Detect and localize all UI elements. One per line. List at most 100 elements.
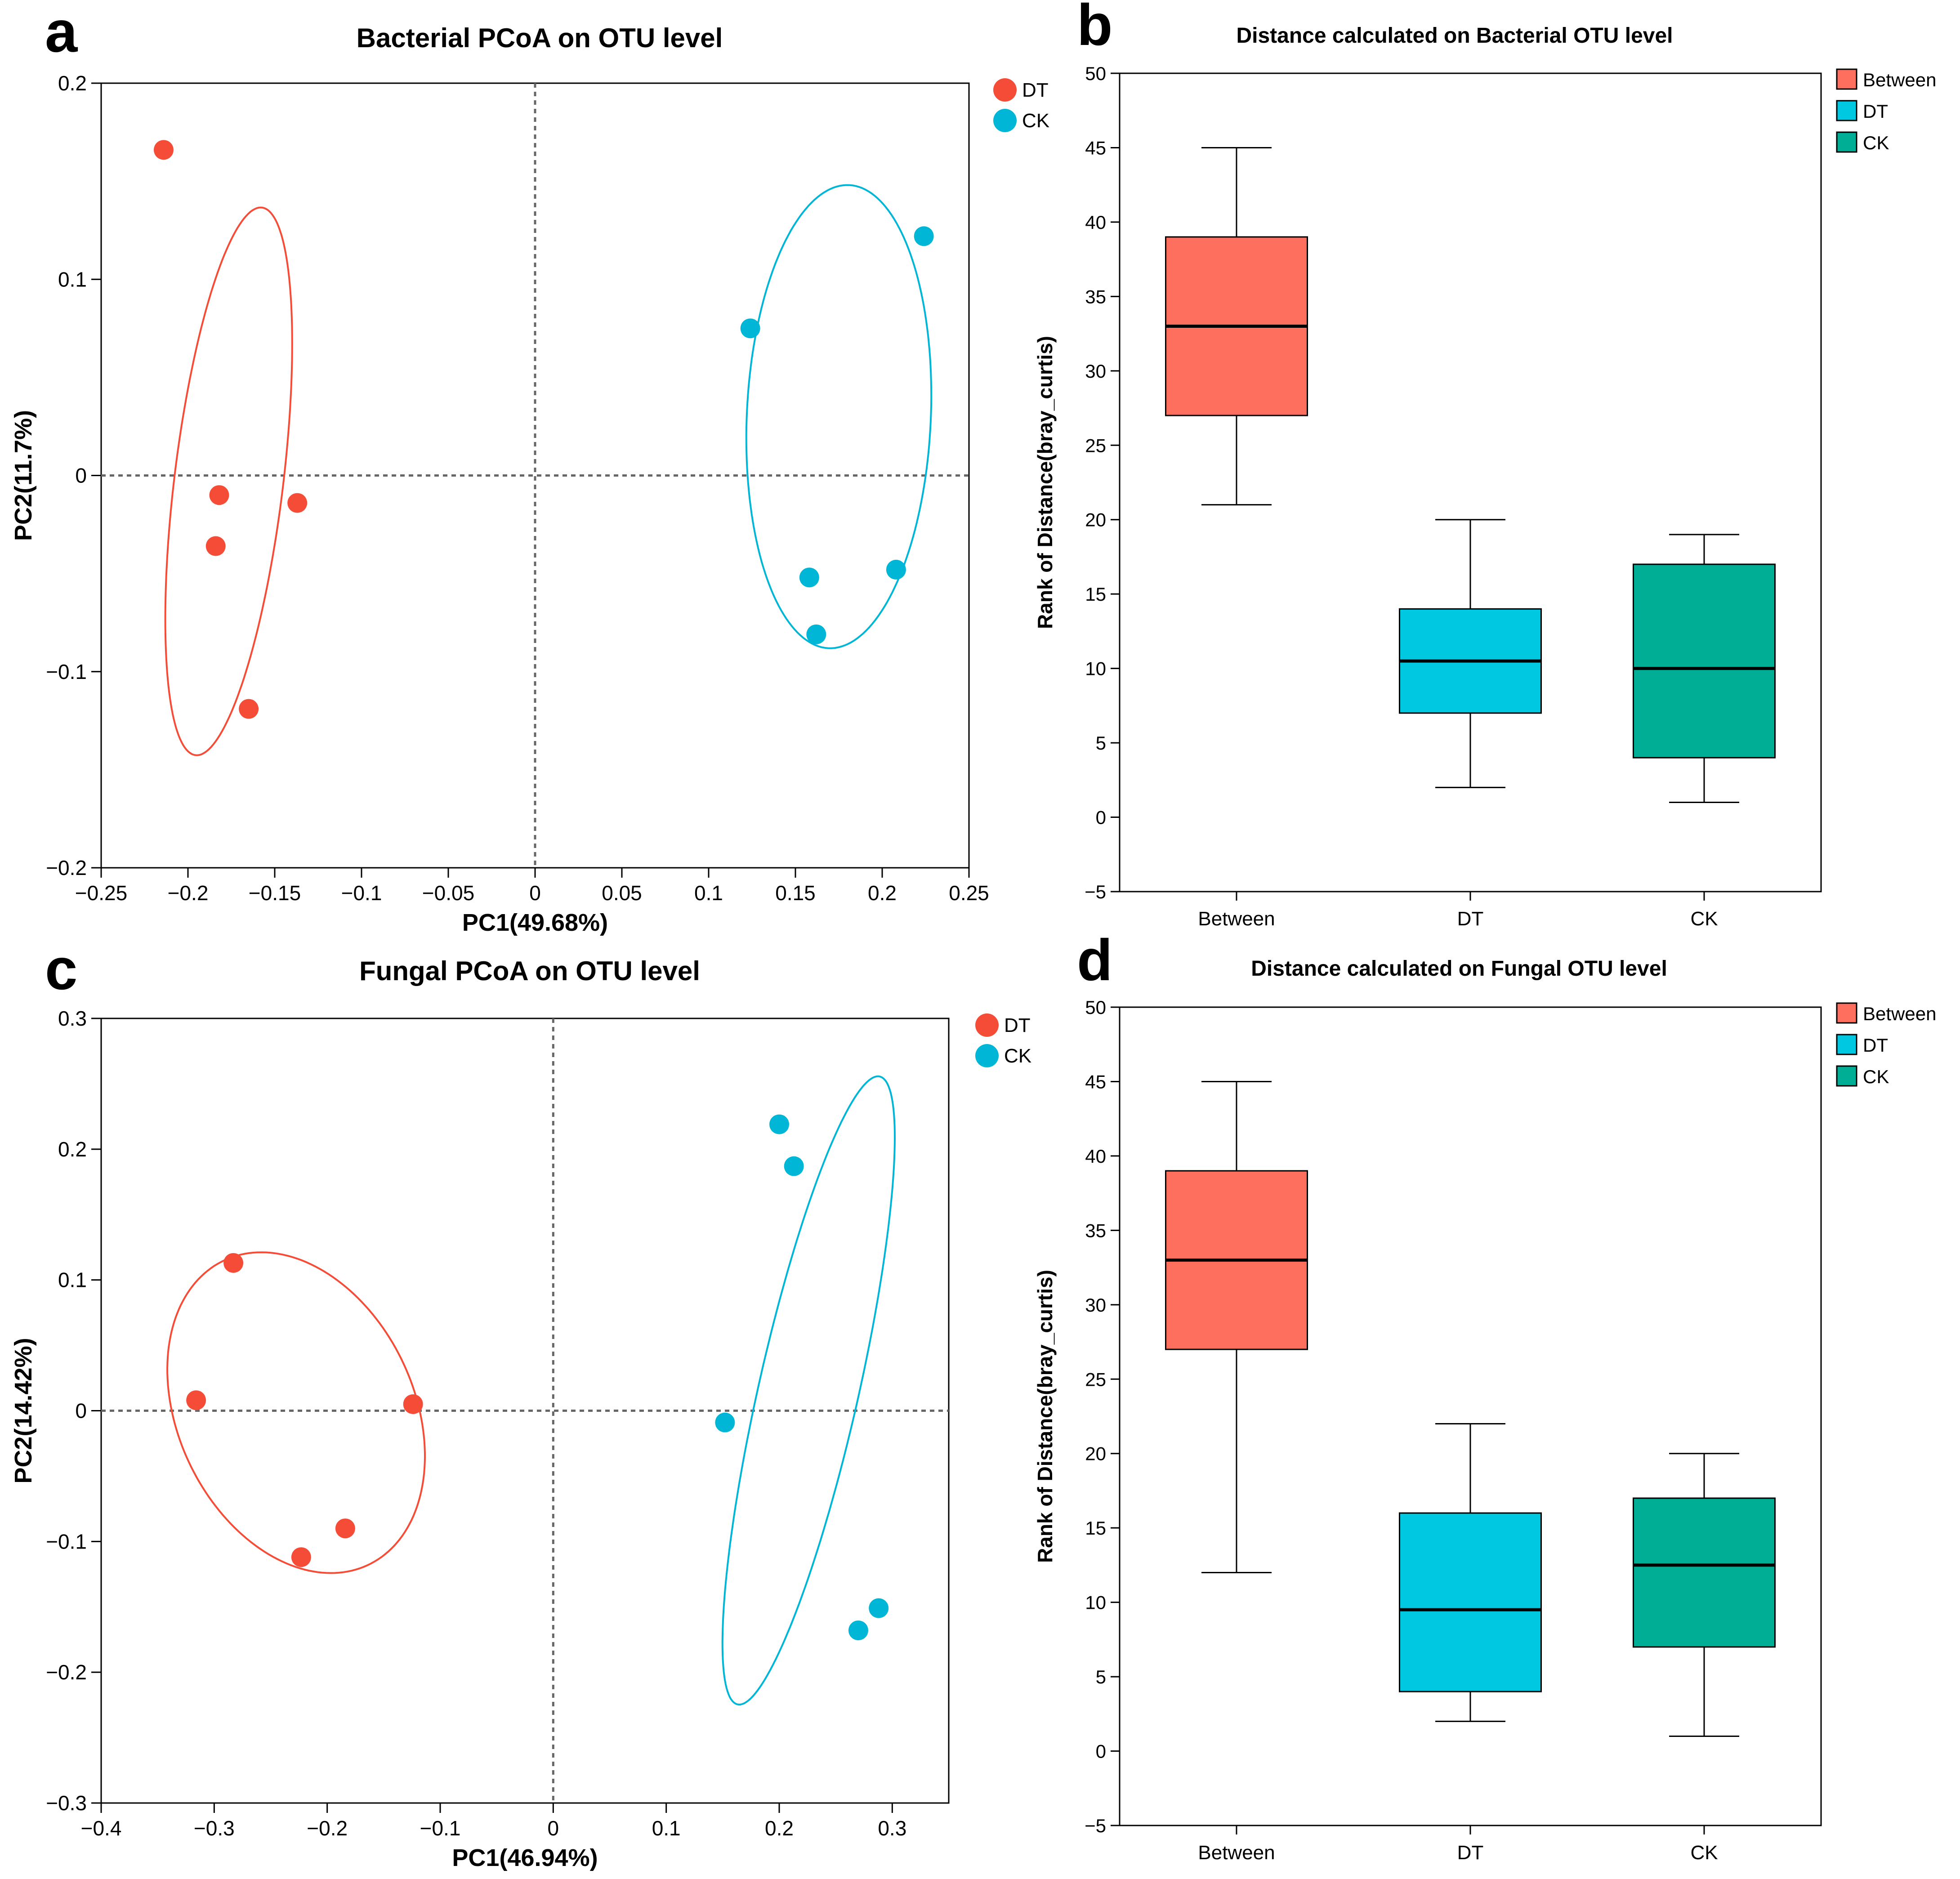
y-tick-label: 25 (1085, 435, 1106, 456)
legend-swatch-between (1836, 1002, 1857, 1024)
x-tick-label: 0.3 (878, 1817, 906, 1840)
y-tick-label: 0.1 (58, 268, 87, 291)
legend-swatch-ck (1836, 1065, 1857, 1087)
x-tick-label: −0.3 (194, 1817, 235, 1840)
y-tick-label: −0.2 (46, 1660, 87, 1684)
legend-label-dt: DT (1863, 1035, 1888, 1056)
legend-label-ck: CK (1004, 1045, 1031, 1067)
x-axis-label: PC1(46.94%) (452, 1844, 598, 1871)
panel-c-fungal-pcoa: −0.4 −0.3 −0.2 −0.1 0 0.1 0.2 0.3−0.3−0.2−0.100… (10, 936, 1031, 1871)
legend-label-dt: DT (1022, 79, 1049, 101)
x-tick-label: 0.2 (765, 1817, 794, 1840)
y-tick-label: −0.3 (46, 1791, 87, 1815)
data-point-dt (205, 536, 226, 556)
y-tick-label: −0.1 (46, 1530, 87, 1553)
data-point-dt (223, 1253, 244, 1273)
x-tick-label-ck: CK (1690, 908, 1718, 930)
y-tick-label: 15 (1085, 584, 1106, 605)
y-tick-label: 45 (1085, 1071, 1106, 1092)
data-point-dt (153, 140, 174, 160)
data-point-dt (287, 493, 308, 513)
legend-label-between: Between (1863, 69, 1936, 90)
box-ck (1633, 563, 1776, 759)
data-point-ck (740, 318, 760, 339)
data-point-ck (784, 1156, 804, 1176)
legend-label-ck: CK (1863, 132, 1889, 153)
x-tick-label: 0 (548, 1817, 559, 1840)
x-tick-label: 0.15 (775, 881, 816, 905)
y-tick-label: 20 (1085, 1443, 1106, 1464)
x-tick-label: 0.1 (652, 1817, 681, 1840)
data-point-dt (403, 1394, 423, 1414)
legend-label-ck: CK (1022, 110, 1049, 132)
legend-label-dt: DT (1863, 101, 1888, 122)
panel-letter: d (1077, 927, 1112, 993)
y-tick-label: 5 (1096, 1666, 1106, 1687)
chart-title: Bacterial PCoA on OTU level (357, 23, 723, 53)
legend-label-ck: CK (1863, 1066, 1889, 1087)
legend-label-between: Between (1863, 1003, 1936, 1024)
legend-label-dt: DT (1004, 1014, 1031, 1036)
y-tick-label: 25 (1085, 1369, 1106, 1390)
panel-b-bacterial-distance-boxplot: −5 0 5 10 15 20 25 30 35 40 45 50 Between DT CK Distanc… (1033, 0, 1936, 930)
x-tick-label: 0.25 (949, 881, 989, 905)
chart-title: Distance calculated on Fungal OTU level (1251, 957, 1667, 981)
panel-letter: c (45, 936, 77, 1002)
legend-swatch-between (1836, 68, 1857, 90)
panel-letter: a (45, 0, 78, 64)
panel-d-fungal-distance-boxplot: −5 0 5 10 15 20 25 30 35 40 45 50 Between DT CK Distanc… (1033, 927, 1936, 1864)
panel-letter: b (1077, 0, 1112, 58)
y-tick-label: 0.2 (58, 1138, 87, 1161)
data-point-dt (335, 1518, 355, 1539)
x-tick-label: 0.1 (694, 881, 723, 905)
confidence-ellipse-dt (166, 1251, 426, 1574)
x-tick-label: −0.2 (168, 881, 209, 905)
y-tick-label: 0 (75, 464, 87, 487)
data-point-ck (914, 226, 934, 246)
x-tick-label: −0.15 (249, 881, 301, 905)
y-axis-label: PC2(14.42%) (10, 1338, 37, 1483)
x-axis-label: PC1(49.68%) (462, 909, 608, 936)
y-axis-label: Rank of Distance(bray_curtis) (1033, 336, 1057, 629)
data-point-ck (715, 1412, 735, 1433)
y-tick-label: −0.2 (46, 856, 87, 879)
y-axis-label: PC2(11.7%) (10, 410, 37, 541)
x-tick-label: −0.2 (307, 1817, 348, 1840)
y-tick-label: −0.1 (46, 660, 87, 683)
x-tick-label-dt: DT (1457, 1842, 1484, 1864)
confidence-ellipse-ck (721, 1075, 896, 1706)
x-tick-label-between: Between (1198, 1842, 1275, 1864)
chart-title: Distance calculated on Bacterial OTU lev… (1236, 24, 1673, 48)
legend-swatch-ck (1836, 131, 1857, 153)
x-tick-label: −0.25 (75, 881, 127, 905)
x-tick-label-dt: DT (1457, 908, 1484, 930)
y-tick-label: 0.3 (58, 1007, 87, 1030)
y-tick-label: 0 (1096, 807, 1106, 828)
y-tick-label: 40 (1085, 1146, 1106, 1167)
legend-marker-dt (993, 78, 1017, 102)
legend-marker-dt (975, 1013, 999, 1037)
data-point-ck (886, 559, 906, 580)
y-tick-label: −5 (1085, 1815, 1106, 1836)
y-tick-label: −5 (1085, 881, 1106, 902)
y-tick-label: 0 (75, 1399, 87, 1423)
y-tick-label: 20 (1085, 509, 1106, 531)
y-tick-label: 45 (1085, 137, 1106, 158)
y-tick-label: 10 (1085, 1592, 1106, 1613)
data-point-ck (799, 567, 819, 588)
y-axis-label: Rank of Distance(bray_curtis) (1033, 1270, 1057, 1563)
y-tick-label: 10 (1085, 658, 1106, 679)
y-tick-label: 40 (1085, 212, 1106, 233)
x-tick-label: 0 (529, 881, 541, 905)
y-tick-label: 0.2 (58, 71, 87, 95)
confidence-ellipse-ck (745, 184, 933, 649)
data-point-ck (848, 1620, 868, 1641)
x-tick-label: −0.1 (420, 1817, 461, 1840)
confidence-ellipse-dt (164, 206, 293, 756)
y-tick-label: 50 (1085, 63, 1106, 84)
legend-marker-ck (975, 1044, 999, 1067)
y-tick-label: 0.1 (58, 1268, 87, 1292)
x-tick-label: −0.05 (422, 881, 474, 905)
y-tick-label: 35 (1085, 1220, 1106, 1241)
